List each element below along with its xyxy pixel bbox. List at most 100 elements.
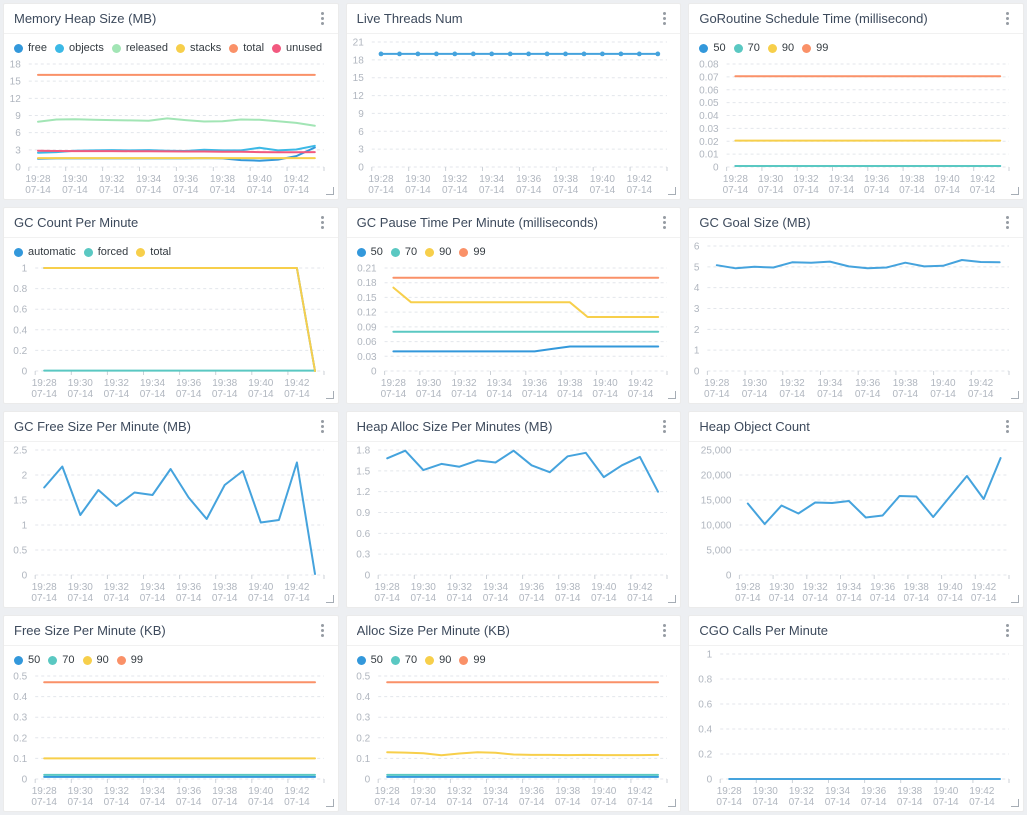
svg-text:07-14: 07-14 [829,185,855,196]
panel-title: Alloc Size Per Minute (KB) [356,623,510,638]
panel-header: GoRoutine Schedule Time (millisecond) [689,4,1023,34]
legend-item-50[interactable]: 50 [356,246,383,258]
legend-item-total[interactable]: total [229,42,264,54]
svg-text:10,000: 10,000 [701,521,732,532]
panel-header: CGO Calls Per Minute [689,616,1023,646]
kebab-menu-icon[interactable] [317,9,328,28]
svg-text:19:34: 19:34 [136,174,161,185]
svg-text:07-14: 07-14 [758,185,784,196]
svg-text:07-14: 07-14 [970,185,996,196]
resize-handle-icon[interactable] [668,799,677,807]
svg-text:19:30: 19:30 [410,582,435,593]
legend-item-99[interactable]: 99 [116,654,143,666]
svg-text:6: 6 [15,128,21,139]
kebab-menu-icon[interactable] [659,9,670,28]
svg-text:07-14: 07-14 [104,389,130,400]
svg-text:19:30: 19:30 [405,174,430,185]
legend-item-99[interactable]: 99 [802,42,828,54]
legend-item-forced[interactable]: forced [83,246,128,258]
svg-text:19:32: 19:32 [442,174,467,185]
resize-handle-icon[interactable] [1010,391,1019,399]
svg-text:07-14: 07-14 [717,797,743,808]
legend-item-70[interactable]: 70 [390,654,417,666]
resize-handle-icon[interactable] [668,595,677,603]
legend-label: objects [68,42,104,54]
svg-text:0.15: 0.15 [357,293,377,304]
kebab-menu-icon[interactable] [659,621,670,640]
panel-heap-object-count: Heap Object Count 0 5,000 10,000 15,000 20,0… [688,411,1024,608]
legend-item-50[interactable]: 50 [14,654,40,666]
resize-handle-icon[interactable] [325,595,334,603]
svg-text:19:28: 19:28 [32,786,57,797]
svg-text:0.2: 0.2 [13,346,27,357]
legend-item-99[interactable]: 99 [459,246,486,258]
panel-header: GC Pause Time Per Minute (milliseconds) [346,208,681,238]
resize-handle-icon[interactable] [1010,187,1019,195]
legend-item-70[interactable]: 70 [48,654,75,666]
legend-label: total [243,42,265,54]
legend-item-90[interactable]: 90 [425,246,451,258]
legend-item-90[interactable]: 90 [767,42,794,54]
svg-text:07-14: 07-14 [935,185,961,196]
kebab-menu-icon[interactable] [1002,621,1013,640]
legend-item-70[interactable]: 70 [390,246,417,258]
svg-text:19:38: 19:38 [555,582,580,593]
svg-text:07-14: 07-14 [769,593,795,604]
svg-text:0: 0 [358,163,364,174]
kebab-menu-icon[interactable] [317,213,328,232]
resize-handle-icon[interactable] [325,391,334,399]
kebab-menu-icon[interactable] [1002,417,1013,436]
kebab-menu-icon[interactable] [1002,9,1013,28]
legend-label: 90 [439,246,452,258]
legend-label: released [125,42,169,54]
panel-title: GC Free Size Per Minute (MB) [14,419,191,434]
svg-text:07-14: 07-14 [374,593,400,604]
svg-text:1.2: 1.2 [356,487,370,498]
legend-item-99[interactable]: 99 [459,654,486,666]
svg-text:19:32: 19:32 [789,786,814,797]
svg-text:5: 5 [694,262,700,273]
legend-item-90[interactable]: 90 [82,654,109,666]
legend-item-70[interactable]: 70 [733,42,760,54]
svg-text:07-14: 07-14 [592,389,618,400]
legend-item-free[interactable]: free [14,42,47,54]
chart-canvas: 0 0.1 0.2 0.3 0.4 0.5 19:28 07-14 19:30 07-14 19:3… [347,668,681,811]
legend-item-automatic[interactable]: automatic [14,246,76,258]
kebab-menu-icon[interactable] [659,417,670,436]
svg-text:19:34: 19:34 [829,174,854,185]
legend-item-released[interactable]: released [111,42,169,54]
legend-dot-icon [459,247,469,257]
svg-text:0.4: 0.4 [356,692,370,703]
svg-text:0.04: 0.04 [699,111,719,122]
kebab-menu-icon[interactable] [1002,213,1013,232]
legend-item-50[interactable]: 50 [356,654,383,666]
svg-text:07-14: 07-14 [897,797,923,808]
resize-handle-icon[interactable] [668,391,677,399]
kebab-menu-icon[interactable] [317,621,328,640]
svg-text:07-14: 07-14 [904,593,930,604]
kebab-menu-icon[interactable] [317,417,328,436]
legend-item-unused[interactable]: unused [272,42,322,54]
resize-handle-icon[interactable] [1010,595,1019,603]
legend-item-90[interactable]: 90 [425,654,451,666]
svg-text:07-14: 07-14 [284,797,310,808]
svg-text:07-14: 07-14 [723,185,749,196]
svg-text:07-14: 07-14 [210,185,236,196]
legend-item-objects[interactable]: objects [54,42,104,54]
chart-legend: 50 70 90 99 [4,646,338,668]
svg-text:0.6: 0.6 [356,529,370,540]
resize-handle-icon[interactable] [325,187,334,195]
svg-text:2: 2 [22,471,28,482]
resize-handle-icon[interactable] [325,799,334,807]
svg-text:07-14: 07-14 [31,593,57,604]
legend-item-50[interactable]: 50 [699,42,726,54]
legend-item-total[interactable]: total [136,246,171,258]
kebab-menu-icon[interactable] [659,213,670,232]
legend-dot-icon [425,655,435,665]
panel-title: GoRoutine Schedule Time (millisecond) [699,11,928,26]
resize-handle-icon[interactable] [668,187,677,195]
svg-text:19:30: 19:30 [62,174,87,185]
resize-handle-icon[interactable] [1010,799,1019,807]
svg-text:19:32: 19:32 [451,378,476,389]
legend-item-stacks[interactable]: stacks [176,42,221,54]
